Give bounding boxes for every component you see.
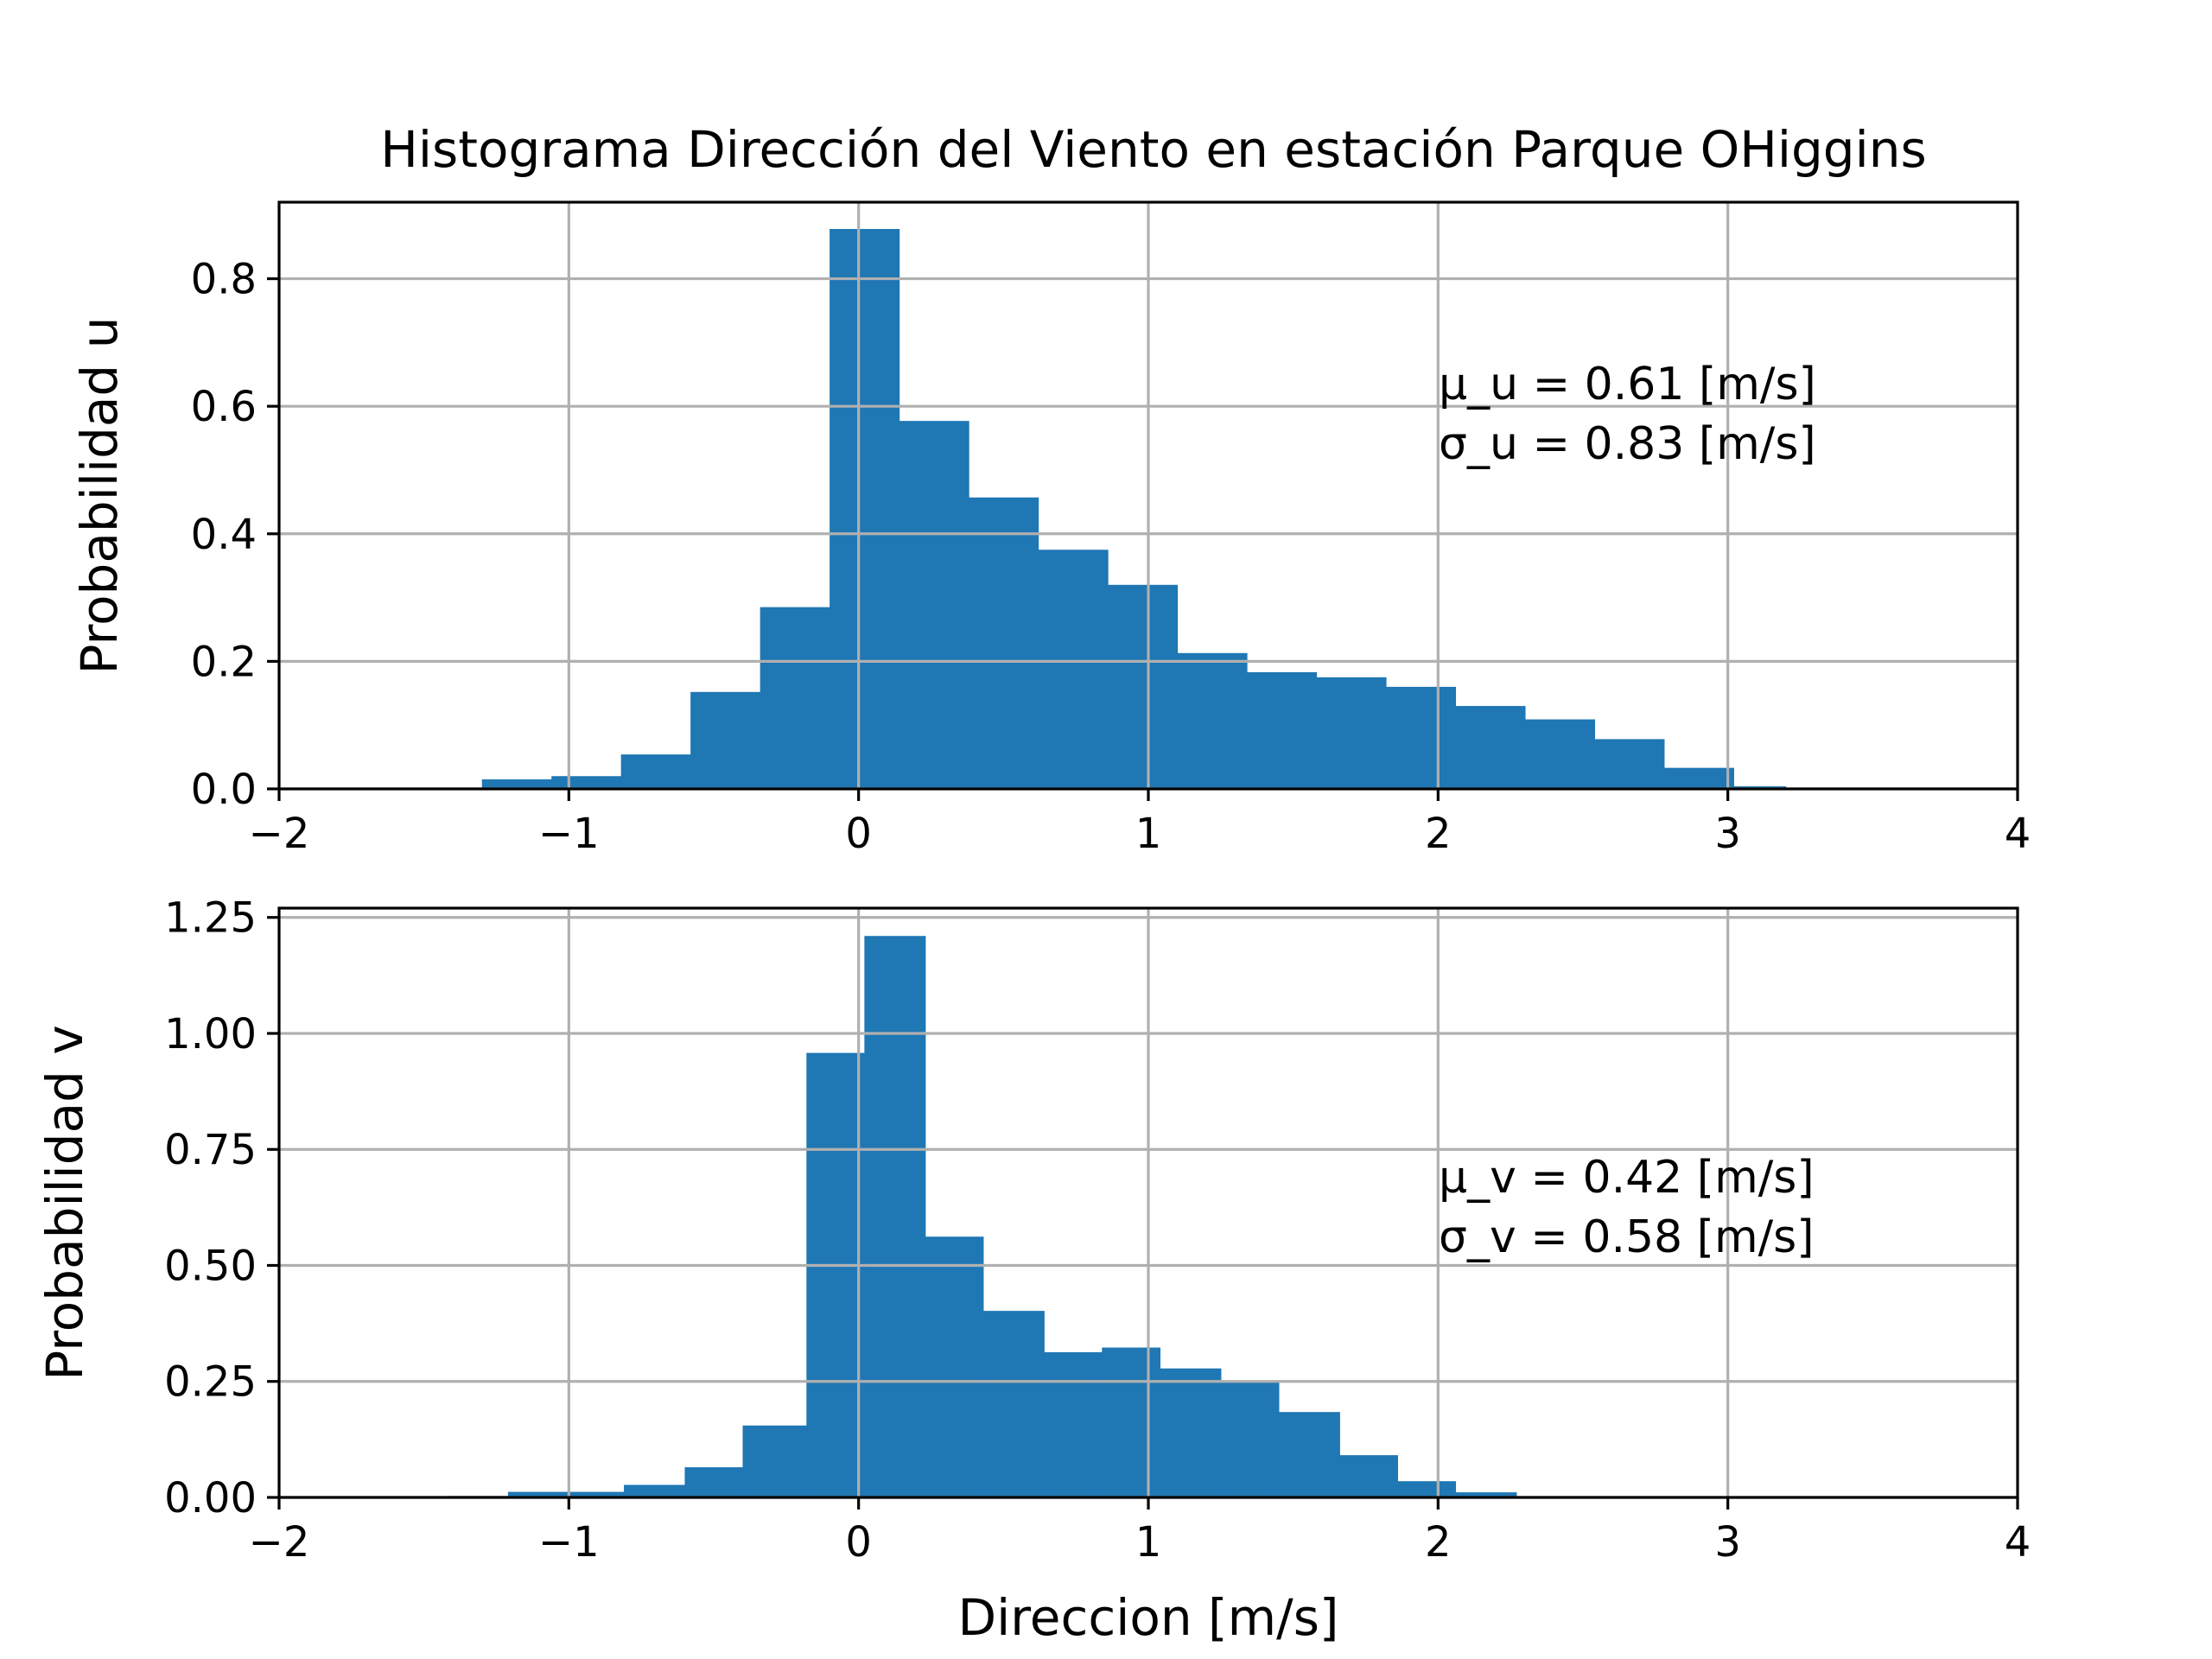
histogram-bar: [1385, 686, 1457, 789]
y-tick-label: 1.25: [164, 894, 257, 943]
bottom-histogram-panel: −2 −1 0 1 2 3 4 0.00 0.25 0.50 0.75 1.00 1.25 Probabi…: [35, 894, 2031, 1567]
histogram-bars: [342, 229, 1787, 789]
histogram-bar: [742, 1425, 807, 1497]
histogram-bar: [1160, 1368, 1222, 1497]
y-tick-label: 0.6: [191, 383, 257, 431]
x-tick-label: 3: [1714, 1518, 1741, 1567]
histogram-bar: [1177, 652, 1248, 789]
y-tick-label: 0.8: [191, 256, 257, 304]
histogram-bar: [1247, 671, 1318, 789]
y-tick-label: 0.2: [191, 638, 257, 686]
x-tick-label: −1: [538, 1518, 600, 1567]
histogram-bar: [507, 1491, 567, 1497]
histogram-bar: [1397, 1481, 1457, 1497]
y-tick-label: 0.75: [164, 1126, 257, 1174]
x-tick-label: 0: [845, 1518, 872, 1567]
stats-annotation: μ_u = 0.61 [m/s]: [1439, 359, 1816, 410]
x-axis-label: Direccion [m/s]: [957, 1588, 1338, 1647]
histogram-bar: [1044, 1351, 1103, 1497]
stats-annotation: μ_v = 0.42 [m/s]: [1439, 1152, 1815, 1204]
y-tick-label: 0.4: [191, 511, 257, 559]
histogram-bar: [830, 229, 900, 789]
y-axis-label: Probabilidad v: [35, 1025, 94, 1380]
histogram-bar: [760, 607, 830, 789]
x-tick-label: 1: [1135, 1518, 1162, 1567]
histogram-bars: [447, 936, 1517, 1497]
x-tick-label: 2: [1425, 1518, 1452, 1567]
histogram-bar: [684, 1467, 744, 1497]
histogram-bar: [565, 1491, 625, 1497]
histogram-bar: [551, 776, 622, 789]
histogram-bar: [982, 1311, 1045, 1497]
histogram-bar: [1663, 767, 1734, 789]
histogram-bar: [690, 691, 761, 789]
x-tick-label: 4: [2005, 1518, 2031, 1567]
histogram-bar: [624, 1484, 686, 1497]
y-axis-label: Probabilidad u: [70, 317, 129, 675]
top-histogram-panel: −2 −1 0 1 2 3 4 0.0 0.2 0.4 0.6 0.8 Probabilidad u μ_…: [70, 200, 2031, 858]
histogram-bar: [620, 754, 691, 789]
histogram-bar: [1594, 739, 1665, 789]
x-tick-label: 0: [845, 810, 872, 858]
histogram-bar: [1102, 1347, 1161, 1497]
x-tick-label: 4: [2005, 810, 2031, 858]
histogram-bar: [1038, 550, 1109, 789]
histogram-bar: [1108, 584, 1179, 789]
y-tick-label: 0.0: [191, 766, 257, 814]
histogram-bar: [899, 421, 969, 789]
histogram-bar: [1455, 706, 1526, 789]
y-tick-label: 1.00: [164, 1010, 257, 1058]
histogram-bar: [925, 1236, 984, 1497]
y-tick-label: 0.50: [164, 1242, 257, 1290]
x-tick-label: 2: [1425, 810, 1452, 858]
x-tick-label: 1: [1135, 810, 1162, 858]
x-tick-label: −1: [538, 810, 600, 858]
histogram-bar: [481, 779, 552, 789]
stats-annotation: σ_u = 0.83 [m/s]: [1439, 418, 1816, 470]
histogram-bar: [864, 936, 926, 1497]
stats-annotation: σ_v = 0.58 [m/s]: [1439, 1211, 1815, 1263]
chart-title: Histograma Dirección del Viento en estac…: [380, 120, 1926, 179]
histogram-bar: [806, 1052, 865, 1497]
x-tick-label: −2: [249, 1518, 310, 1567]
x-tick-label: −2: [249, 810, 310, 858]
histogram-bar: [1524, 719, 1596, 789]
y-tick-label: 0.25: [164, 1358, 257, 1407]
histogram-bar: [1278, 1412, 1340, 1497]
x-tick-label: 3: [1714, 810, 1741, 858]
histogram-bar: [1339, 1455, 1398, 1497]
histogram-bar: [1220, 1382, 1280, 1497]
histogram-bar: [969, 497, 1039, 789]
y-tick-label: 0.00: [164, 1474, 257, 1522]
histogram-bar: [1316, 677, 1387, 789]
histogram-bar: [1455, 1492, 1517, 1497]
